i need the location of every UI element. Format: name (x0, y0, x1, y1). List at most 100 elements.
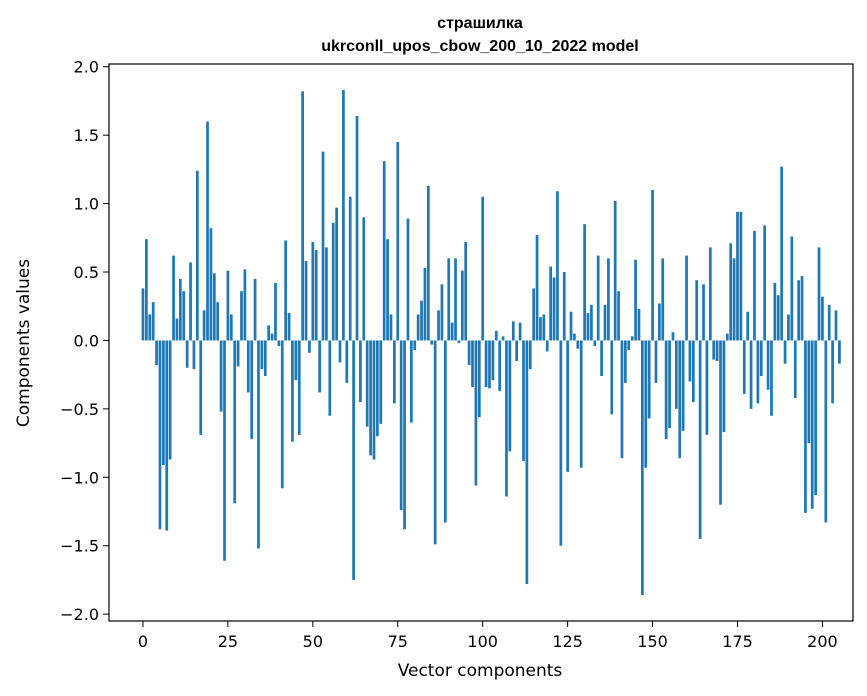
bar-173 (729, 243, 733, 341)
bar-14 (189, 262, 192, 341)
bar-177 (742, 340, 746, 394)
bar-118 (542, 314, 546, 341)
bar-150 (651, 189, 654, 341)
bar-164 (698, 340, 702, 539)
bar-161 (688, 340, 692, 382)
bar-72 (386, 239, 389, 341)
bar-194 (800, 276, 804, 341)
bar-90 (447, 258, 451, 341)
bar-87 (437, 310, 440, 341)
bar-169 (715, 340, 719, 361)
bar-133 (593, 340, 597, 346)
bar-130 (583, 224, 586, 341)
bar-146 (637, 308, 641, 341)
bar-26 (229, 314, 233, 341)
x-tick-label: 150 (637, 632, 668, 651)
bar-81 (416, 314, 420, 341)
bar-136 (603, 304, 607, 341)
bar-171 (722, 340, 726, 433)
bar-23 (219, 340, 223, 412)
bar-48 (304, 261, 308, 341)
bar-92 (454, 258, 457, 341)
bar-172 (725, 333, 729, 341)
bar-179 (749, 340, 753, 409)
bar-138 (610, 340, 614, 415)
bar-106 (501, 336, 505, 341)
bar-42 (284, 240, 288, 341)
bar-68 (372, 340, 376, 460)
bar-93 (457, 340, 461, 344)
bar-12 (182, 291, 186, 341)
bar-201 (824, 340, 828, 523)
bar-6 (162, 340, 165, 465)
bar-10 (175, 318, 179, 341)
bar-141 (620, 340, 624, 459)
bar-135 (600, 340, 603, 377)
bar-46 (297, 340, 301, 435)
bar-163 (695, 280, 699, 341)
x-tick-label: 175 (722, 632, 753, 651)
bar-175 (736, 211, 739, 341)
bar-178 (746, 311, 750, 341)
bar-119 (545, 340, 549, 352)
chart-title-line-1: страшилка (437, 15, 523, 32)
bar-140 (617, 291, 620, 341)
bar-25 (226, 270, 230, 341)
bar-54 (325, 247, 328, 341)
bar-144 (630, 336, 634, 341)
bar-0 (141, 288, 145, 341)
bar-187 (776, 295, 780, 341)
bar-205 (838, 340, 841, 364)
bar-59 (342, 90, 345, 341)
chart-title-line-2: ukrconll_upos_cbow_200_10_2022 model (321, 38, 638, 55)
bar-113 (525, 340, 529, 585)
bar-85 (430, 340, 434, 345)
bar-47 (301, 91, 304, 341)
bar-58 (338, 340, 342, 363)
bar-41 (280, 340, 284, 489)
bar-154 (664, 340, 668, 439)
y-tick-label: −2.0 (60, 605, 99, 624)
bar-30 (243, 269, 247, 341)
bar-7 (165, 340, 169, 531)
bar-126 (569, 311, 573, 341)
bar-125 (566, 340, 569, 472)
bar-83 (423, 267, 427, 341)
bar-166 (705, 340, 709, 435)
bar-197 (810, 340, 814, 509)
bar-195 (804, 340, 807, 513)
bar-96 (467, 340, 471, 366)
bar-56 (331, 222, 335, 341)
bar-52 (318, 340, 321, 393)
bar-145 (634, 259, 637, 341)
bar-9 (172, 255, 175, 341)
bar-69 (376, 340, 379, 437)
bar-75 (396, 142, 400, 341)
bar-108 (508, 340, 512, 452)
bar-121 (552, 277, 556, 341)
bar-8 (168, 340, 172, 460)
bar-24 (223, 340, 226, 561)
bar-79 (410, 340, 413, 423)
y-tick-label: 2.0 (74, 58, 99, 77)
bar-20 (209, 228, 213, 341)
bar-157 (674, 340, 678, 409)
bar-57 (335, 207, 338, 341)
bar-29 (240, 291, 243, 341)
bar-84 (426, 185, 430, 341)
bar-158 (678, 340, 682, 459)
bar-183 (763, 225, 767, 341)
bar-15 (192, 340, 196, 370)
bar-153 (661, 258, 665, 341)
bar-189 (783, 340, 787, 364)
x-tick-label: 75 (388, 632, 408, 651)
bar-17 (199, 340, 203, 435)
bar-4 (155, 340, 158, 366)
bar-95 (464, 241, 468, 341)
bar-143 (627, 340, 631, 351)
bar-127 (573, 333, 576, 341)
bar-120 (549, 266, 552, 341)
bar-176 (739, 211, 743, 341)
bar-86 (433, 340, 437, 545)
bar-2 (148, 314, 152, 341)
